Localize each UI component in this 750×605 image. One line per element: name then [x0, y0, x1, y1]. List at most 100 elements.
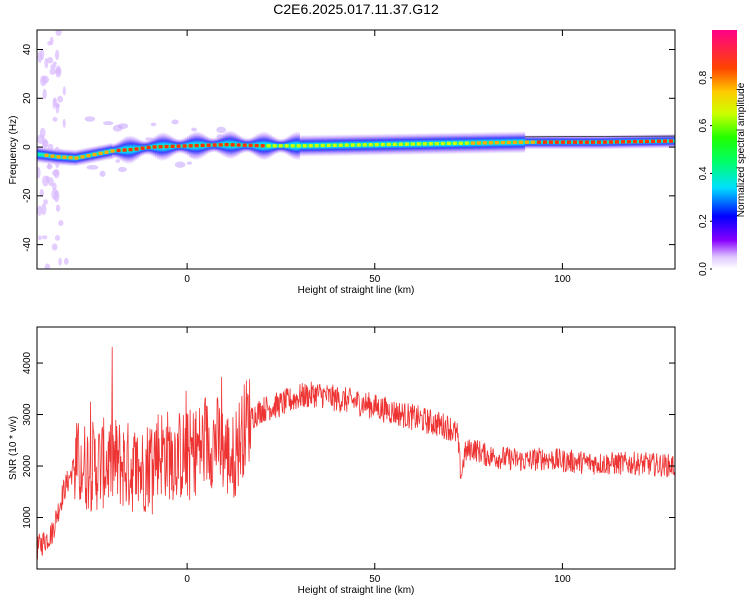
- spectrogram-ridge: [170, 144, 175, 149]
- spectrogram-ridge: [578, 140, 583, 144]
- spectrogram-cell: [361, 133, 364, 156]
- spectrogram-ridge: [134, 147, 139, 151]
- spectrogram-speckle: [103, 121, 114, 126]
- spectrogram-ridge: [668, 139, 673, 143]
- spectrogram-cell: [217, 136, 220, 154]
- spectrogram-speckle: [51, 243, 58, 251]
- snr-y-tick-label: 4000: [22, 351, 33, 374]
- spectrogram-ridge: [80, 155, 85, 159]
- spectrogram-cell: [564, 134, 567, 150]
- spectrogram-cell: [307, 134, 310, 157]
- spectrogram-speckle: [55, 103, 60, 109]
- spectrogram-ridge: [542, 140, 547, 144]
- spectrogram-ridge: [584, 140, 589, 144]
- spectrogram-ridge: [380, 142, 385, 147]
- spectrogram-ridge: [638, 139, 643, 144]
- spectrogram-speckle: [115, 159, 120, 163]
- spectrogram-y-label: Frequency (Hz): [8, 116, 19, 185]
- spectrogram-ridge: [332, 143, 337, 148]
- spectrogram-ridge: [104, 150, 109, 154]
- spectrogram-panel: 0 50 100 -40 -20 0 20 40 Height of straight lin…: [8, 29, 679, 296]
- spectrogram-ridge: [518, 140, 523, 144]
- spectrogram-speckle: [37, 166, 41, 179]
- spectrogram-cell: [312, 134, 316, 157]
- spectrogram-speckle: [46, 57, 54, 64]
- spectrogram-ridge: [260, 144, 265, 148]
- spectrogram-speckle: [55, 204, 61, 212]
- spectrogram-speckle: [55, 30, 62, 37]
- spectrogram-cell: [331, 134, 334, 157]
- spectrogram-cell: [432, 132, 436, 155]
- spectrogram-y-tick-label: 0: [22, 144, 33, 150]
- spectrogram-speckle: [58, 257, 62, 266]
- spectrogram-ridge: [398, 142, 403, 146]
- spectrogram-ridge: [218, 143, 223, 147]
- spectrogram-ridge: [452, 141, 457, 146]
- spectrogram-speckle: [117, 123, 129, 129]
- spectrogram-ridge: [656, 139, 661, 143]
- spectrogram-cell: [528, 134, 531, 150]
- spectrogram-cell: [53, 148, 57, 166]
- spectrogram-cell: [277, 138, 280, 154]
- spectrogram-ridge: [410, 142, 415, 146]
- snr-panel: 0 50 100 1000 2000 3000 4000 Height of straigh…: [8, 326, 676, 596]
- spectrogram-ridge: [512, 140, 517, 145]
- spectrogram-ridge: [152, 145, 157, 149]
- spectrogram-cell: [234, 131, 237, 159]
- spectrogram-y-tick-label: -40: [22, 237, 33, 252]
- spectrogram-cell: [661, 133, 665, 149]
- spectrogram-ridge: [524, 140, 529, 144]
- spectrogram-ridge: [530, 140, 535, 144]
- spectrogram-speckle: [52, 117, 58, 122]
- spectrogram-cell: [329, 134, 332, 157]
- spectrogram-speckle: [49, 36, 54, 46]
- spectrogram-ridge: [206, 143, 211, 147]
- spectrogram-cell: [162, 132, 165, 162]
- colorbar-ticks: 0.0 0.2 0.4 0.6 0.8: [698, 70, 712, 276]
- spectrogram-cell: [38, 146, 42, 164]
- spectrogram-cell: [264, 131, 267, 161]
- spectrogram-ridge: [146, 145, 151, 150]
- spectrogram-speckle: [171, 119, 179, 125]
- snr-content: [37, 346, 675, 560]
- spectrogram-cell: [348, 134, 351, 157]
- spectrogram-speckle: [42, 88, 47, 100]
- spectrogram-cell: [389, 133, 392, 156]
- spectrogram-cell: [618, 134, 621, 150]
- spectrogram-cell: [391, 133, 394, 156]
- spectrogram-cell: [571, 134, 574, 150]
- spectrogram-cell: [42, 146, 45, 164]
- spectrogram-ridge: [608, 140, 613, 144]
- colorbar-tick-label: 0.6: [698, 118, 709, 132]
- spectrogram-cell: [372, 133, 376, 156]
- spectrogram-cell: [553, 134, 556, 150]
- spectrogram-cell: [594, 134, 597, 150]
- spectrogram-ridge: [386, 142, 391, 147]
- spectrogram-speckle: [51, 188, 59, 200]
- spectrogram-ridge: [224, 142, 229, 147]
- snr-x-label: Height of straight line (km): [298, 585, 415, 596]
- spectrogram-ridge: [675, 139, 679, 142]
- spectrogram-ridge: [566, 140, 571, 144]
- spectrogram-cell: [121, 137, 124, 163]
- spectrogram-cell: [241, 136, 244, 154]
- spectrogram-cell: [318, 134, 321, 157]
- colorbar-tick-label: 0.8: [698, 70, 709, 84]
- spectrogram-ridge: [290, 144, 295, 148]
- spectrogram-speckle: [40, 48, 45, 61]
- spectrogram-cell: [258, 132, 261, 160]
- spectrogram-ridge: [68, 155, 73, 160]
- spectrogram-cell: [624, 134, 627, 150]
- spectrogram-cell: [192, 131, 195, 160]
- spectrogram-speckle: [186, 161, 192, 165]
- spectrogram-ridge: [200, 143, 205, 148]
- spectrogram-cell: [72, 149, 75, 167]
- spectrogram-ridge: [500, 140, 505, 145]
- snr-y-label: SNR (10 * v/v): [8, 416, 19, 480]
- spectrogram-cell: [48, 147, 51, 165]
- spectrogram-cell: [569, 134, 573, 150]
- spectrogram-ridge: [548, 140, 553, 144]
- spectrogram-ridge: [320, 143, 325, 148]
- spectrogram-cell: [457, 132, 460, 155]
